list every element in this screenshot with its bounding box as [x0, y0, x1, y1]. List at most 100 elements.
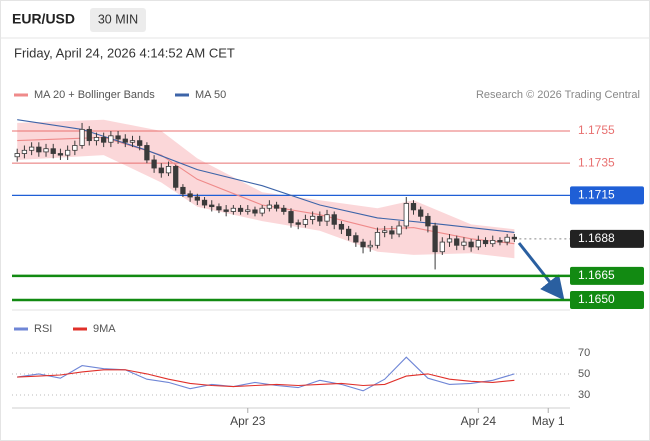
candle-body [201, 199, 208, 206]
candle-body [165, 166, 172, 174]
indicator-line [17, 356, 515, 392]
datetime: Friday, April 24, 2026 4:14:52 AM CET [14, 45, 235, 60]
candle-body [237, 207, 244, 212]
candle-body [497, 240, 503, 243]
candle-body [93, 137, 100, 142]
candle-body [72, 145, 78, 151]
level-label: 1.1688 [578, 231, 615, 245]
candle-body [259, 207, 265, 214]
candle-body [309, 215, 316, 220]
x-tick-label: Apr 23 [230, 414, 266, 428]
candle-body [36, 146, 42, 153]
candle-body [108, 135, 114, 143]
candle-body [194, 196, 200, 201]
symbol: EUR/USD [12, 11, 75, 27]
candle-body [79, 128, 85, 146]
candle-body [158, 167, 164, 174]
candle-body [410, 203, 417, 211]
level-label-box [570, 186, 644, 205]
timeframe: 30 MIN [98, 12, 138, 26]
candle-body [382, 230, 388, 233]
candle-body [14, 153, 20, 158]
candle-body [266, 204, 273, 209]
candle-body [223, 209, 229, 212]
candle-body [324, 214, 330, 222]
candle-body [273, 204, 280, 209]
candle-body [122, 138, 128, 143]
candle-body [302, 219, 309, 225]
candle-body [216, 206, 222, 211]
candle-body [454, 238, 460, 246]
candle-body [317, 215, 323, 222]
legend-label: 9MA [93, 323, 116, 335]
candle-body [374, 232, 381, 246]
candle-body [418, 209, 424, 217]
y-tick-label: 70 [578, 347, 590, 359]
candle-body [50, 148, 56, 154]
candle-body [115, 135, 121, 140]
candle-body [288, 211, 294, 224]
candle-body [86, 128, 92, 142]
candle-body [144, 145, 150, 161]
candle-body [346, 228, 352, 237]
candle-body [367, 244, 373, 248]
candle-body [65, 149, 71, 156]
candle-body [101, 137, 107, 143]
candle-body [511, 236, 517, 240]
level-label: 1.1755 [578, 123, 615, 137]
level-label-box [570, 229, 644, 248]
candle-body [21, 149, 28, 154]
forecast-arrow [517, 242, 565, 301]
candle-body [245, 209, 251, 212]
x-tick-label: May 1 [532, 414, 565, 428]
candle-body [173, 166, 179, 188]
x-tick-label: Apr 24 [461, 414, 497, 428]
candle-body [295, 222, 301, 225]
candle-body [482, 240, 489, 245]
candle-body [137, 140, 143, 146]
candle-body [396, 225, 402, 235]
candle-body [439, 241, 445, 253]
timeframe-box [90, 8, 146, 32]
level-label-box [570, 266, 644, 285]
candle-body [28, 146, 35, 151]
level-label: 1.1665 [578, 268, 615, 282]
candle-body [468, 241, 474, 248]
legend-label: MA 20 + Bollinger Bands [34, 89, 155, 101]
candle-body [403, 203, 409, 227]
level-label: 1.1735 [578, 155, 615, 169]
y-tick-label: 50 [578, 368, 590, 380]
candle-body [475, 240, 481, 248]
candle-body [151, 159, 157, 169]
candle-body [504, 236, 510, 243]
legend-label: MA 50 [195, 89, 226, 101]
candle-body [360, 241, 366, 248]
legend-label: RSI [34, 323, 52, 335]
candle-body [187, 193, 193, 198]
candle-body [432, 225, 438, 253]
candle-body [331, 214, 337, 225]
candle-body [461, 241, 467, 246]
level-label: 1.1650 [578, 292, 615, 306]
candle-body [281, 207, 287, 212]
candle-body [338, 223, 345, 230]
candle-body [129, 140, 136, 143]
candle-body [180, 186, 186, 195]
candle-body [389, 230, 395, 235]
candle-body [252, 209, 258, 214]
candle-body [209, 204, 215, 208]
candle-body [425, 215, 431, 227]
candle-body [490, 240, 496, 245]
candle-body [230, 207, 236, 212]
candle-body [57, 153, 64, 156]
indicator-line [17, 369, 515, 388]
candle-body [446, 238, 453, 243]
credit: Research © 2026 Trading Central [476, 89, 640, 101]
candle-body [353, 235, 359, 243]
level-label: 1.1715 [578, 188, 615, 202]
candle-body [43, 148, 49, 153]
y-tick-label: 30 [578, 389, 590, 401]
level-label-box [570, 291, 644, 310]
